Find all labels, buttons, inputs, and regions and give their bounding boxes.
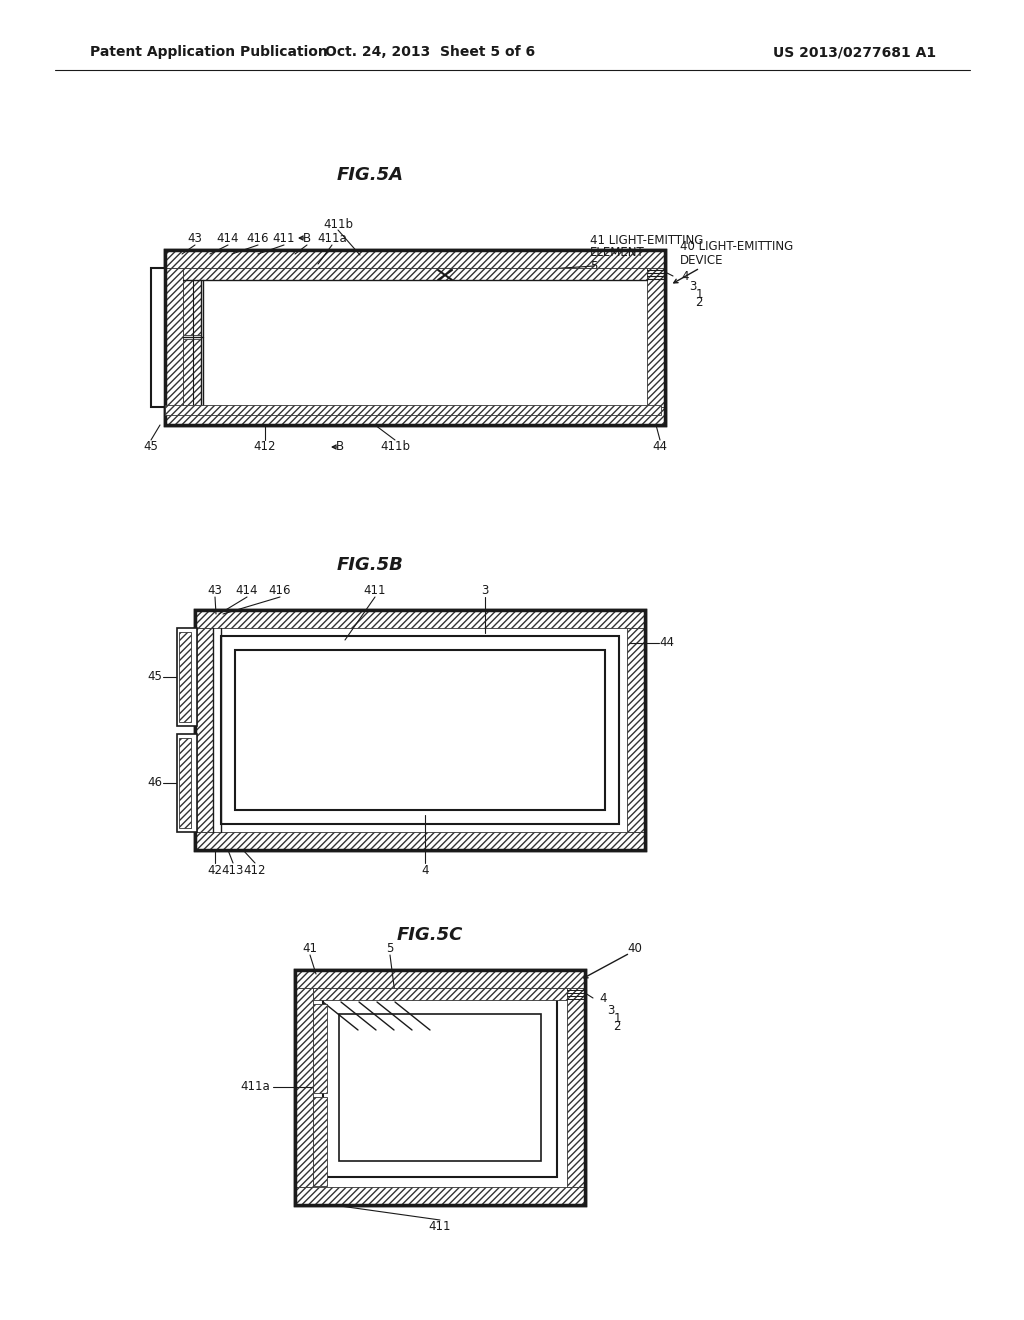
Text: 1: 1 [613, 1011, 621, 1024]
Bar [195, 832, 645, 850]
Text: 412: 412 [254, 441, 276, 454]
Bar [339, 1014, 541, 1162]
Text: 41: 41 [302, 941, 317, 954]
Text: 3: 3 [481, 583, 488, 597]
Bar [295, 970, 585, 1205]
Text: 2: 2 [695, 296, 702, 309]
Text: 45: 45 [143, 441, 159, 454]
Bar [195, 610, 645, 628]
Text: 4: 4 [681, 269, 689, 282]
Bar [221, 636, 618, 824]
Text: 43: 43 [187, 231, 203, 244]
Text: 43: 43 [208, 583, 222, 597]
Bar [183, 268, 201, 335]
Text: 411: 411 [364, 583, 386, 597]
Text: 44: 44 [652, 441, 668, 454]
Bar [183, 339, 201, 407]
Text: 416: 416 [268, 583, 291, 597]
Bar [295, 970, 585, 987]
Bar [627, 628, 645, 832]
Text: 5: 5 [386, 941, 393, 954]
Text: 46: 46 [147, 776, 163, 789]
Bar [165, 405, 662, 414]
Bar [195, 610, 645, 850]
Bar [179, 738, 191, 828]
Bar [195, 628, 213, 832]
Bar [567, 987, 585, 1187]
Text: 411: 411 [429, 1221, 452, 1233]
Text: 3: 3 [607, 1003, 614, 1016]
Bar [313, 987, 567, 1001]
Text: 411: 411 [272, 231, 295, 244]
Bar [177, 628, 197, 726]
Text: 411b: 411b [380, 441, 410, 454]
Text: 416: 416 [247, 231, 269, 244]
Text: 1: 1 [695, 288, 702, 301]
Text: 40 LIGHT-EMITTING: 40 LIGHT-EMITTING [680, 240, 794, 253]
Bar [295, 987, 313, 1187]
Text: B: B [303, 231, 311, 244]
Text: 2: 2 [613, 1019, 621, 1032]
Bar [295, 1187, 585, 1205]
Text: 411b: 411b [323, 219, 353, 231]
Bar [183, 268, 647, 280]
Text: 414: 414 [236, 583, 258, 597]
Bar [313, 1005, 327, 1093]
Text: 411a: 411a [317, 231, 347, 244]
Text: Oct. 24, 2013  Sheet 5 of 6: Oct. 24, 2013 Sheet 5 of 6 [325, 45, 536, 59]
Bar [165, 249, 665, 425]
Text: 40: 40 [628, 941, 642, 954]
Bar [165, 249, 665, 425]
Text: 45: 45 [147, 671, 163, 684]
Text: 41 LIGHT-EMITTING: 41 LIGHT-EMITTING [590, 234, 703, 247]
Text: ELEMENT: ELEMENT [590, 247, 645, 260]
Bar [177, 734, 197, 832]
Text: FIG.5A: FIG.5A [337, 166, 403, 183]
Text: FIG.5B: FIG.5B [337, 556, 403, 574]
Text: DEVICE: DEVICE [680, 253, 724, 267]
Bar [647, 268, 665, 407]
Text: 44: 44 [659, 636, 675, 649]
Text: 5: 5 [590, 260, 597, 272]
Bar [295, 970, 585, 1205]
Text: 412: 412 [244, 863, 266, 876]
Text: 4: 4 [421, 863, 429, 876]
Bar [165, 249, 665, 268]
Bar [313, 1097, 327, 1185]
Text: 4: 4 [599, 991, 607, 1005]
Bar [165, 268, 183, 407]
Text: 411a: 411a [240, 1081, 270, 1093]
Text: 42: 42 [208, 863, 222, 876]
Bar [323, 998, 557, 1177]
Bar [234, 649, 605, 810]
Text: 414: 414 [217, 231, 240, 244]
Text: US 2013/0277681 A1: US 2013/0277681 A1 [773, 45, 937, 59]
Text: 3: 3 [689, 280, 696, 293]
Text: Patent Application Publication: Patent Application Publication [90, 45, 328, 59]
Text: 413: 413 [222, 863, 244, 876]
Bar [151, 268, 165, 407]
Bar [179, 632, 191, 722]
Bar [195, 610, 645, 850]
Text: FIG.5C: FIG.5C [397, 927, 463, 944]
Bar [165, 407, 665, 425]
Text: B: B [336, 441, 344, 454]
